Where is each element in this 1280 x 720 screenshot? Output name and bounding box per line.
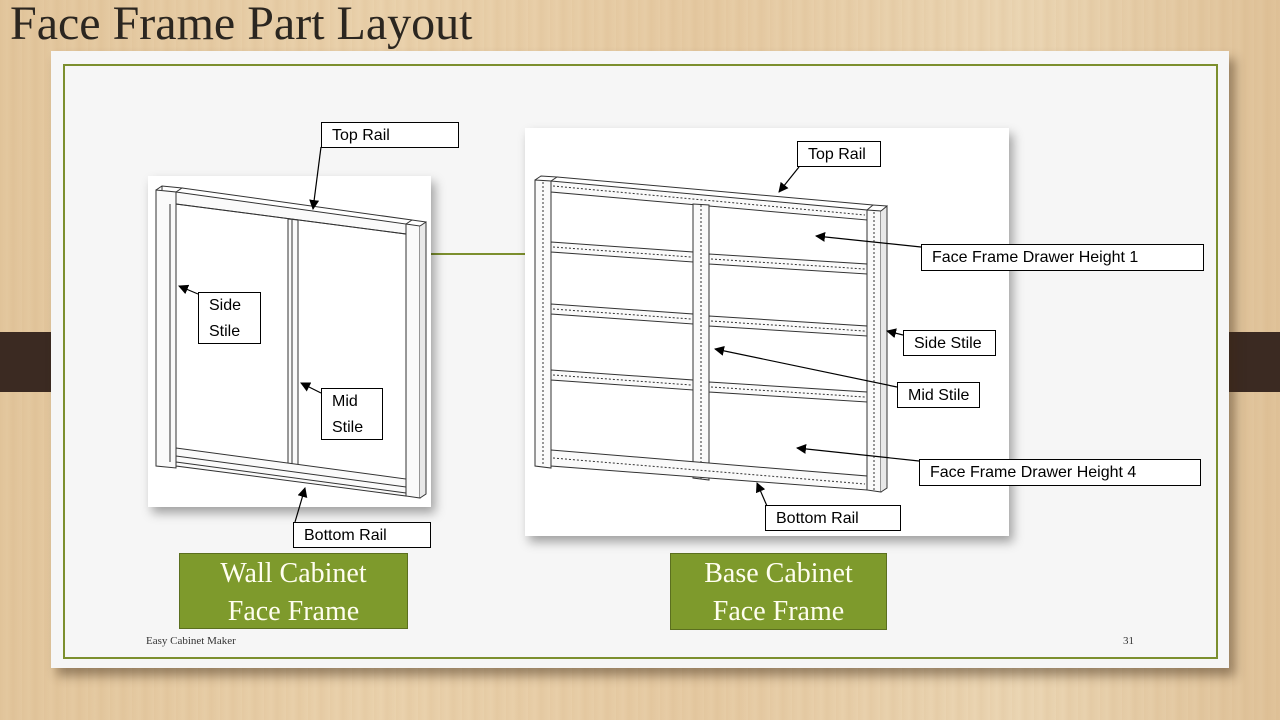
footer-source: Easy Cabinet Maker [146,635,236,647]
wall-bottom-rail-label: Bottom Rail [293,522,431,548]
slide-panel: Top Rail Side Stile Mid Stile Bottom Rai… [51,51,1229,668]
base-cabinet-caption: Base Cabinet Face Frame [670,553,887,630]
base-mid-stile-label: Mid Stile [897,382,980,408]
base-face-frame-svg [534,175,888,493]
base-side-stile-label: Side Stile [903,330,996,356]
page-number: 31 [1123,635,1134,647]
wall-top-rail-label: Top Rail [321,122,459,148]
panel-border [63,64,1218,659]
base-bottom-rail-label: Bottom Rail [765,505,901,531]
wall-caption-line2: Face Frame [227,596,360,627]
slide-title: Face Frame Part Layout [10,0,473,50]
base-top-rail-label: Top Rail [797,141,881,167]
green-connector-line [431,253,527,255]
base-caption-line1: Base Cabinet [704,558,853,589]
wall-cabinet-caption: Wall Cabinet Face Frame [179,553,408,629]
wall-side-stile-label: Side Stile [198,292,261,344]
base-drawer-height-1-label: Face Frame Drawer Height 1 [921,244,1204,271]
base-drawer-height-4-label: Face Frame Drawer Height 4 [919,459,1201,486]
wall-cabinet-drawing [148,176,431,507]
wall-side-stile-line1: Side [209,297,242,314]
base-caption-line2: Face Frame [712,596,845,627]
wall-mid-stile-line2: Stile [332,419,364,436]
wall-caption-line1: Wall Cabinet [220,558,367,589]
wall-face-frame-svg [155,185,427,499]
wall-mid-stile-line1: Mid [332,393,358,410]
wall-side-stile-line2: Stile [209,323,241,340]
wall-mid-stile-label: Mid Stile [321,388,383,440]
